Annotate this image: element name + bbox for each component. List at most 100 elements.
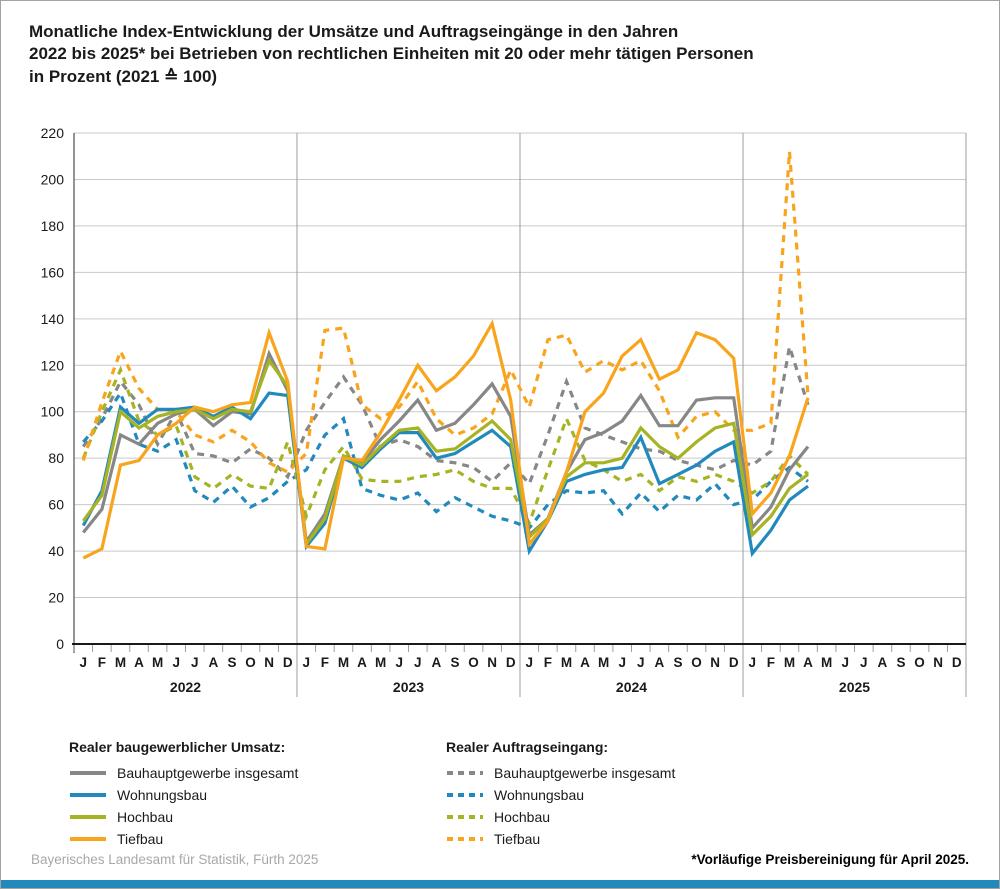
month-label: F xyxy=(544,655,552,670)
month-label: N xyxy=(264,655,274,670)
series-auftrag-tiefbau xyxy=(81,151,810,475)
chart-title-line1: Monatliche Index-Entwicklung der Umsätze… xyxy=(29,22,679,41)
month-label: A xyxy=(134,655,144,670)
chart-title-line3: in Prozent (2021 ≙ 100) xyxy=(29,66,218,86)
dashed-line-swatch-icon xyxy=(447,793,483,797)
month-label: J xyxy=(637,655,645,670)
month-label: F xyxy=(321,655,329,670)
y-tick-label: 40 xyxy=(48,543,64,559)
month-label: A xyxy=(580,655,590,670)
month-label: F xyxy=(98,655,106,670)
footer-bar xyxy=(1,880,999,888)
legend-item-label: Tiefbau xyxy=(117,831,164,847)
month-label: M xyxy=(152,655,163,670)
solid-line-swatch-icon xyxy=(70,793,106,797)
series-umsatz-hochbau xyxy=(82,357,809,549)
legend-item-label: Hochbau xyxy=(494,809,551,825)
month-label: A xyxy=(803,655,813,670)
month-label: J xyxy=(303,655,311,670)
month-label: N xyxy=(710,655,720,670)
y-tick-label: 80 xyxy=(48,450,64,466)
legend-item-label: Hochbau xyxy=(117,809,174,825)
footer-source: Bayerisches Landesamt für Statistik, Für… xyxy=(31,852,319,867)
month-label: J xyxy=(191,655,199,670)
series-umsatz-wohnungsbau xyxy=(81,391,809,558)
y-tick-label: 180 xyxy=(41,218,65,234)
month-label: D xyxy=(952,655,962,670)
year-label: 2025 xyxy=(839,679,870,695)
month-label: M xyxy=(784,655,795,670)
month-label: J xyxy=(618,655,626,670)
month-label: J xyxy=(749,655,757,670)
month-label: A xyxy=(878,655,888,670)
month-label: A xyxy=(209,655,219,670)
month-label: N xyxy=(487,655,497,670)
month-label: D xyxy=(283,655,293,670)
chart-title-line2: 2022 bis 2025* bei Betrieben von rechtli… xyxy=(29,44,754,64)
legend-umsatz-title: Realer baugewerblicher Umsatz: xyxy=(69,739,286,755)
month-label: O xyxy=(691,655,702,670)
series-umsatz-tiefbau xyxy=(82,319,810,560)
legend-item-label: Tiefbau xyxy=(494,831,541,847)
y-tick-label: 100 xyxy=(41,404,65,420)
legend-item-umsatz-wohnungsbau: Wohnungsbau xyxy=(69,784,298,806)
legend-item-label: Wohnungsbau xyxy=(117,787,208,803)
month-label: M xyxy=(115,655,126,670)
month-label: J xyxy=(860,655,868,670)
legend-item-auftrag-hochbau: Hochbau xyxy=(446,806,675,828)
solid-line-swatch-icon xyxy=(70,837,106,841)
month-label: S xyxy=(673,655,682,670)
y-tick-label: 200 xyxy=(41,171,65,187)
legend-item-label: Bauhauptgewerbe insgesamt xyxy=(494,765,676,781)
month-label: M xyxy=(821,655,832,670)
month-label: J xyxy=(526,655,534,670)
y-tick-label: 160 xyxy=(41,264,65,280)
month-label: M xyxy=(375,655,386,670)
series-umsatz-bauhauptgewerbe-insgesamt xyxy=(82,349,810,547)
y-tick-label: 220 xyxy=(41,125,65,141)
month-label: S xyxy=(450,655,459,670)
month-label: J xyxy=(395,655,403,670)
month-label: O xyxy=(914,655,925,670)
series-auftrag-wohnungsbau xyxy=(82,389,809,530)
y-tick-label: 60 xyxy=(48,497,64,513)
month-label: J xyxy=(80,655,88,670)
month-label: O xyxy=(245,655,256,670)
month-label: O xyxy=(468,655,479,670)
month-label: J xyxy=(841,655,849,670)
month-label: M xyxy=(561,655,572,670)
dashed-line-swatch-icon xyxy=(447,815,483,819)
y-tick-label: 20 xyxy=(48,590,64,606)
year-label: 2023 xyxy=(393,679,424,695)
month-label: A xyxy=(655,655,665,670)
legend-item-label: Bauhauptgewerbe insgesamt xyxy=(117,765,299,781)
legend-item-auftrag-tiefbau: Tiefbau xyxy=(446,828,675,850)
month-label: J xyxy=(414,655,422,670)
month-label: D xyxy=(729,655,739,670)
month-label: D xyxy=(506,655,516,670)
month-label: F xyxy=(767,655,775,670)
year-label: 2022 xyxy=(170,679,201,695)
y-tick-label: 120 xyxy=(41,357,65,373)
month-label: S xyxy=(896,655,905,670)
legend-item-umsatz-bauhauptgewerbe-insgesamt: Bauhauptgewerbe insgesamt xyxy=(69,762,298,784)
dashed-line-swatch-icon xyxy=(447,837,483,841)
month-label: M xyxy=(598,655,609,670)
footer-note: *Vorläufige Preisbereinigung für April 2… xyxy=(691,852,969,867)
legend-item-auftrag-wohnungsbau: Wohnungsbau xyxy=(446,784,675,806)
month-label: J xyxy=(172,655,180,670)
chart-title: Monatliche Index-Entwicklung der Umsätze… xyxy=(29,21,754,88)
y-tick-label: 0 xyxy=(56,636,64,652)
month-label: A xyxy=(432,655,442,670)
year-label: 2024 xyxy=(616,679,647,695)
series-auftrag-bauhauptgewerbe-insgesamt xyxy=(81,346,810,487)
legend-auftrag: Realer Auftragseingang: Bauhauptgewerbe … xyxy=(446,739,675,850)
month-label: S xyxy=(227,655,236,670)
legend-item-umsatz-hochbau: Hochbau xyxy=(69,806,298,828)
solid-line-swatch-icon xyxy=(70,815,106,819)
month-label: M xyxy=(338,655,349,670)
series-auftrag-hochbau xyxy=(81,365,810,528)
legend-item-auftrag-bauhauptgewerbe-insgesamt: Bauhauptgewerbe insgesamt xyxy=(446,762,675,784)
